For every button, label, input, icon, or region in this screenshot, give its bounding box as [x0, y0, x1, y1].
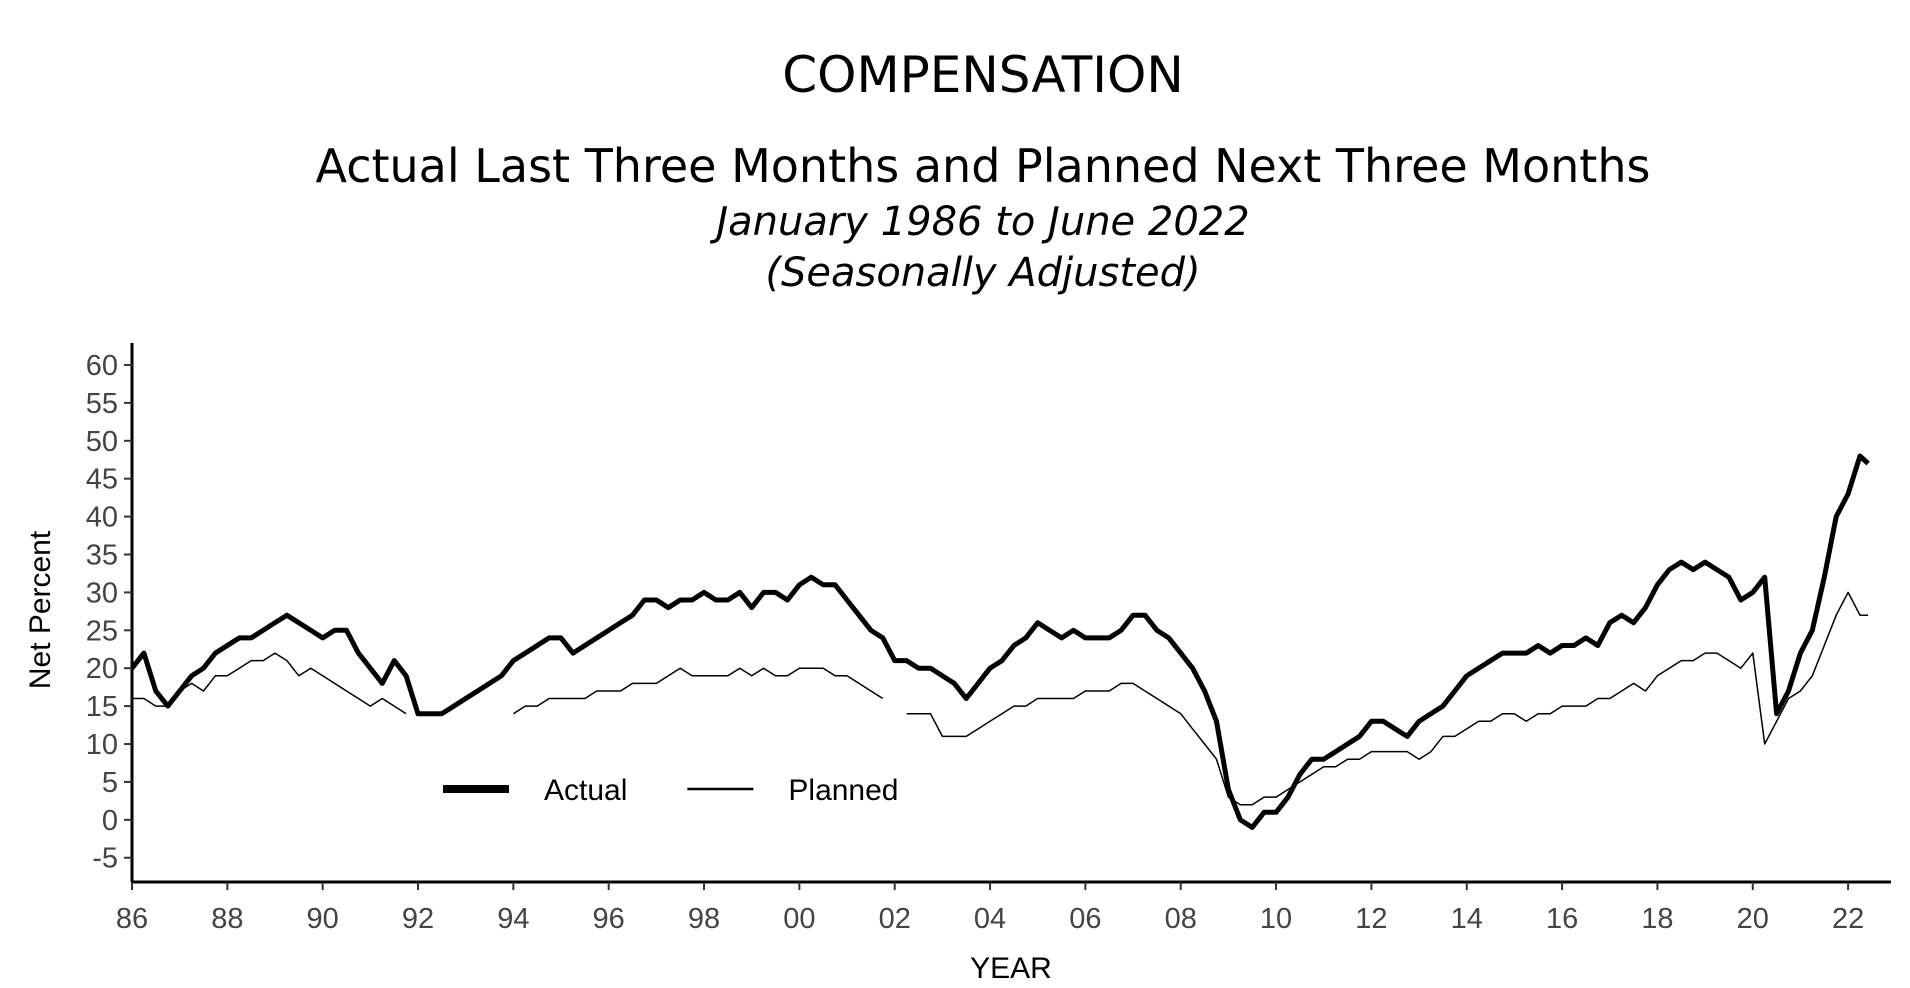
y-tick-label: 30 [86, 577, 118, 609]
x-tick-label: 00 [783, 903, 815, 935]
y-tick-label: 20 [86, 653, 118, 685]
series-line [132, 591, 1869, 806]
y-tick-label: 55 [86, 388, 118, 420]
y-tick-label: 5 [102, 767, 118, 799]
x-tick-label: 16 [1546, 903, 1578, 935]
x-tick-label: 86 [116, 903, 148, 935]
x-tick-label: 12 [1355, 903, 1387, 935]
x-tick-label: 08 [1165, 903, 1197, 935]
chart-title: COMPENSATION [782, 46, 1184, 104]
x-tick-label: 96 [593, 903, 625, 935]
note: (Seasonally Adjusted) [765, 250, 1200, 296]
y-tick-label: 25 [86, 615, 118, 647]
y-tick-label: 40 [86, 502, 118, 534]
chart-subtitle: Actual Last Three Months and Planned Nex… [316, 139, 1651, 193]
x-tick-label: 06 [1069, 903, 1101, 935]
x-tick-label: 98 [688, 903, 720, 935]
legend-label: Planned [788, 774, 898, 807]
y-tick-label: 15 [86, 691, 118, 723]
y-tick-label: -5 [92, 843, 118, 875]
x-tick-label: 02 [879, 903, 911, 935]
y-tick-label: 50 [86, 426, 118, 458]
y-tick-label: 60 [86, 350, 118, 382]
series-line [130, 453, 1870, 830]
x-tick-label: 10 [1260, 903, 1292, 935]
y-tick-label: 45 [86, 464, 118, 496]
x-tick-label: 04 [974, 903, 1006, 935]
x-tick-label: 20 [1737, 903, 1769, 935]
y-tick-label: 0 [102, 805, 118, 837]
x-tick-label: 94 [497, 903, 529, 935]
legend-label: Actual [544, 774, 627, 807]
x-tick-label: 90 [307, 903, 339, 935]
x-tick-label: 14 [1451, 903, 1483, 935]
x-axis-label: YEAR [970, 952, 1052, 985]
x-tick-label: 92 [402, 903, 434, 935]
x-tick-label: 18 [1641, 903, 1673, 935]
y-tick-label: 35 [86, 540, 118, 572]
date-range: January 1986 to June 2022 [709, 199, 1249, 245]
x-tick-label: 88 [211, 903, 243, 935]
x-tick-label: 22 [1832, 903, 1864, 935]
y-axis-label: Net Percent [24, 530, 57, 689]
y-tick-label: 10 [86, 729, 118, 761]
